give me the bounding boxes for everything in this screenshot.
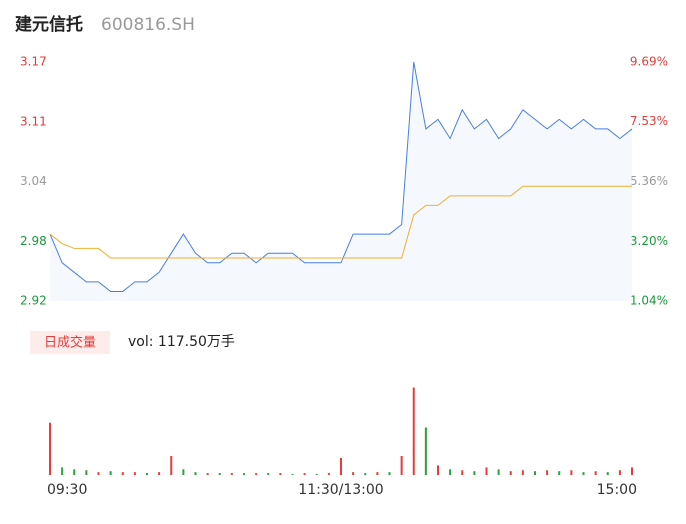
price-line: [49, 61, 633, 292]
y2-tick-label: 1.04%: [630, 294, 668, 308]
volume-bar: [400, 456, 403, 475]
volume-bar: [352, 472, 355, 475]
volume-bar: [618, 470, 621, 475]
volume-bar: [364, 473, 367, 475]
price-area: [50, 62, 632, 301]
y-tick-label: 3.17: [20, 55, 47, 69]
y2-tick-label: 9.69%: [630, 55, 668, 69]
volume-bar: [485, 467, 488, 475]
volume-bar: [194, 472, 197, 475]
volume-bar: [582, 472, 585, 475]
volume-bar: [437, 465, 439, 475]
volume-bar: [594, 471, 597, 475]
y-tick-label: 3.11: [20, 114, 47, 128]
volume-bar: [49, 422, 51, 475]
x-tick-label: 15:00: [597, 482, 637, 498]
volume-bar: [461, 470, 464, 475]
volume-bar: [327, 473, 330, 475]
volume-bar: [97, 472, 100, 475]
average-line: [49, 185, 632, 259]
volume-text: vol: 117.50万手: [128, 334, 235, 350]
volume-bar: [521, 470, 524, 475]
volume-bar: [146, 473, 148, 475]
x-tick-label: 11:30/13:00: [298, 482, 383, 498]
volume-bar: [182, 469, 185, 475]
volume-bar: [218, 473, 221, 475]
volume-bar: [509, 471, 512, 475]
volume-bar: [570, 470, 573, 475]
volume-bar: [631, 467, 633, 475]
volume-bar: [303, 473, 306, 475]
volume-bar: [279, 473, 282, 475]
volume-bar: [255, 473, 258, 475]
volume-bar: [291, 474, 294, 475]
y2-tick-label: 3.20%: [630, 234, 668, 248]
volume-bar: [315, 474, 318, 475]
volume-bar: [121, 472, 124, 475]
volume-bar: [546, 470, 549, 475]
volume-bar: [412, 387, 415, 475]
volume-bar: [534, 471, 536, 475]
volume-bar: [206, 473, 209, 475]
volume-bar: [376, 472, 379, 475]
volume-bar: [340, 457, 342, 475]
y2-tick-label: 5.36%: [630, 174, 668, 188]
y2-tick-label: 7.53%: [630, 114, 668, 128]
y-tick-label: 2.98: [20, 234, 47, 248]
volume-bar: [85, 470, 88, 475]
volume-title: 日成交量: [44, 335, 96, 351]
volume-bar: [61, 467, 64, 475]
y-tick-label: 3.04: [20, 174, 47, 188]
volume-bar: [73, 469, 76, 475]
volume-bar: [267, 473, 270, 475]
volume-bar: [133, 472, 136, 475]
volume-bar: [170, 456, 173, 475]
x-tick-label: 09:30: [47, 482, 87, 498]
volume-badge: [30, 331, 110, 354]
volume-bar: [388, 472, 391, 475]
volume-bar: [243, 473, 245, 475]
volume-bar: [109, 471, 112, 475]
chart-subtitle: 600816.SH: [101, 15, 195, 35]
volume-bar: [558, 471, 561, 475]
volume-bar: [158, 472, 161, 475]
chart-title: 建元信托: [15, 14, 83, 35]
volume-bar: [424, 427, 427, 475]
volume-bar: [606, 472, 609, 475]
volume-bar: [473, 471, 476, 475]
volume-bar: [449, 469, 452, 475]
volume-bar: [230, 473, 233, 475]
volume-bar: [497, 469, 500, 475]
y-tick-label: 2.92: [20, 294, 47, 308]
